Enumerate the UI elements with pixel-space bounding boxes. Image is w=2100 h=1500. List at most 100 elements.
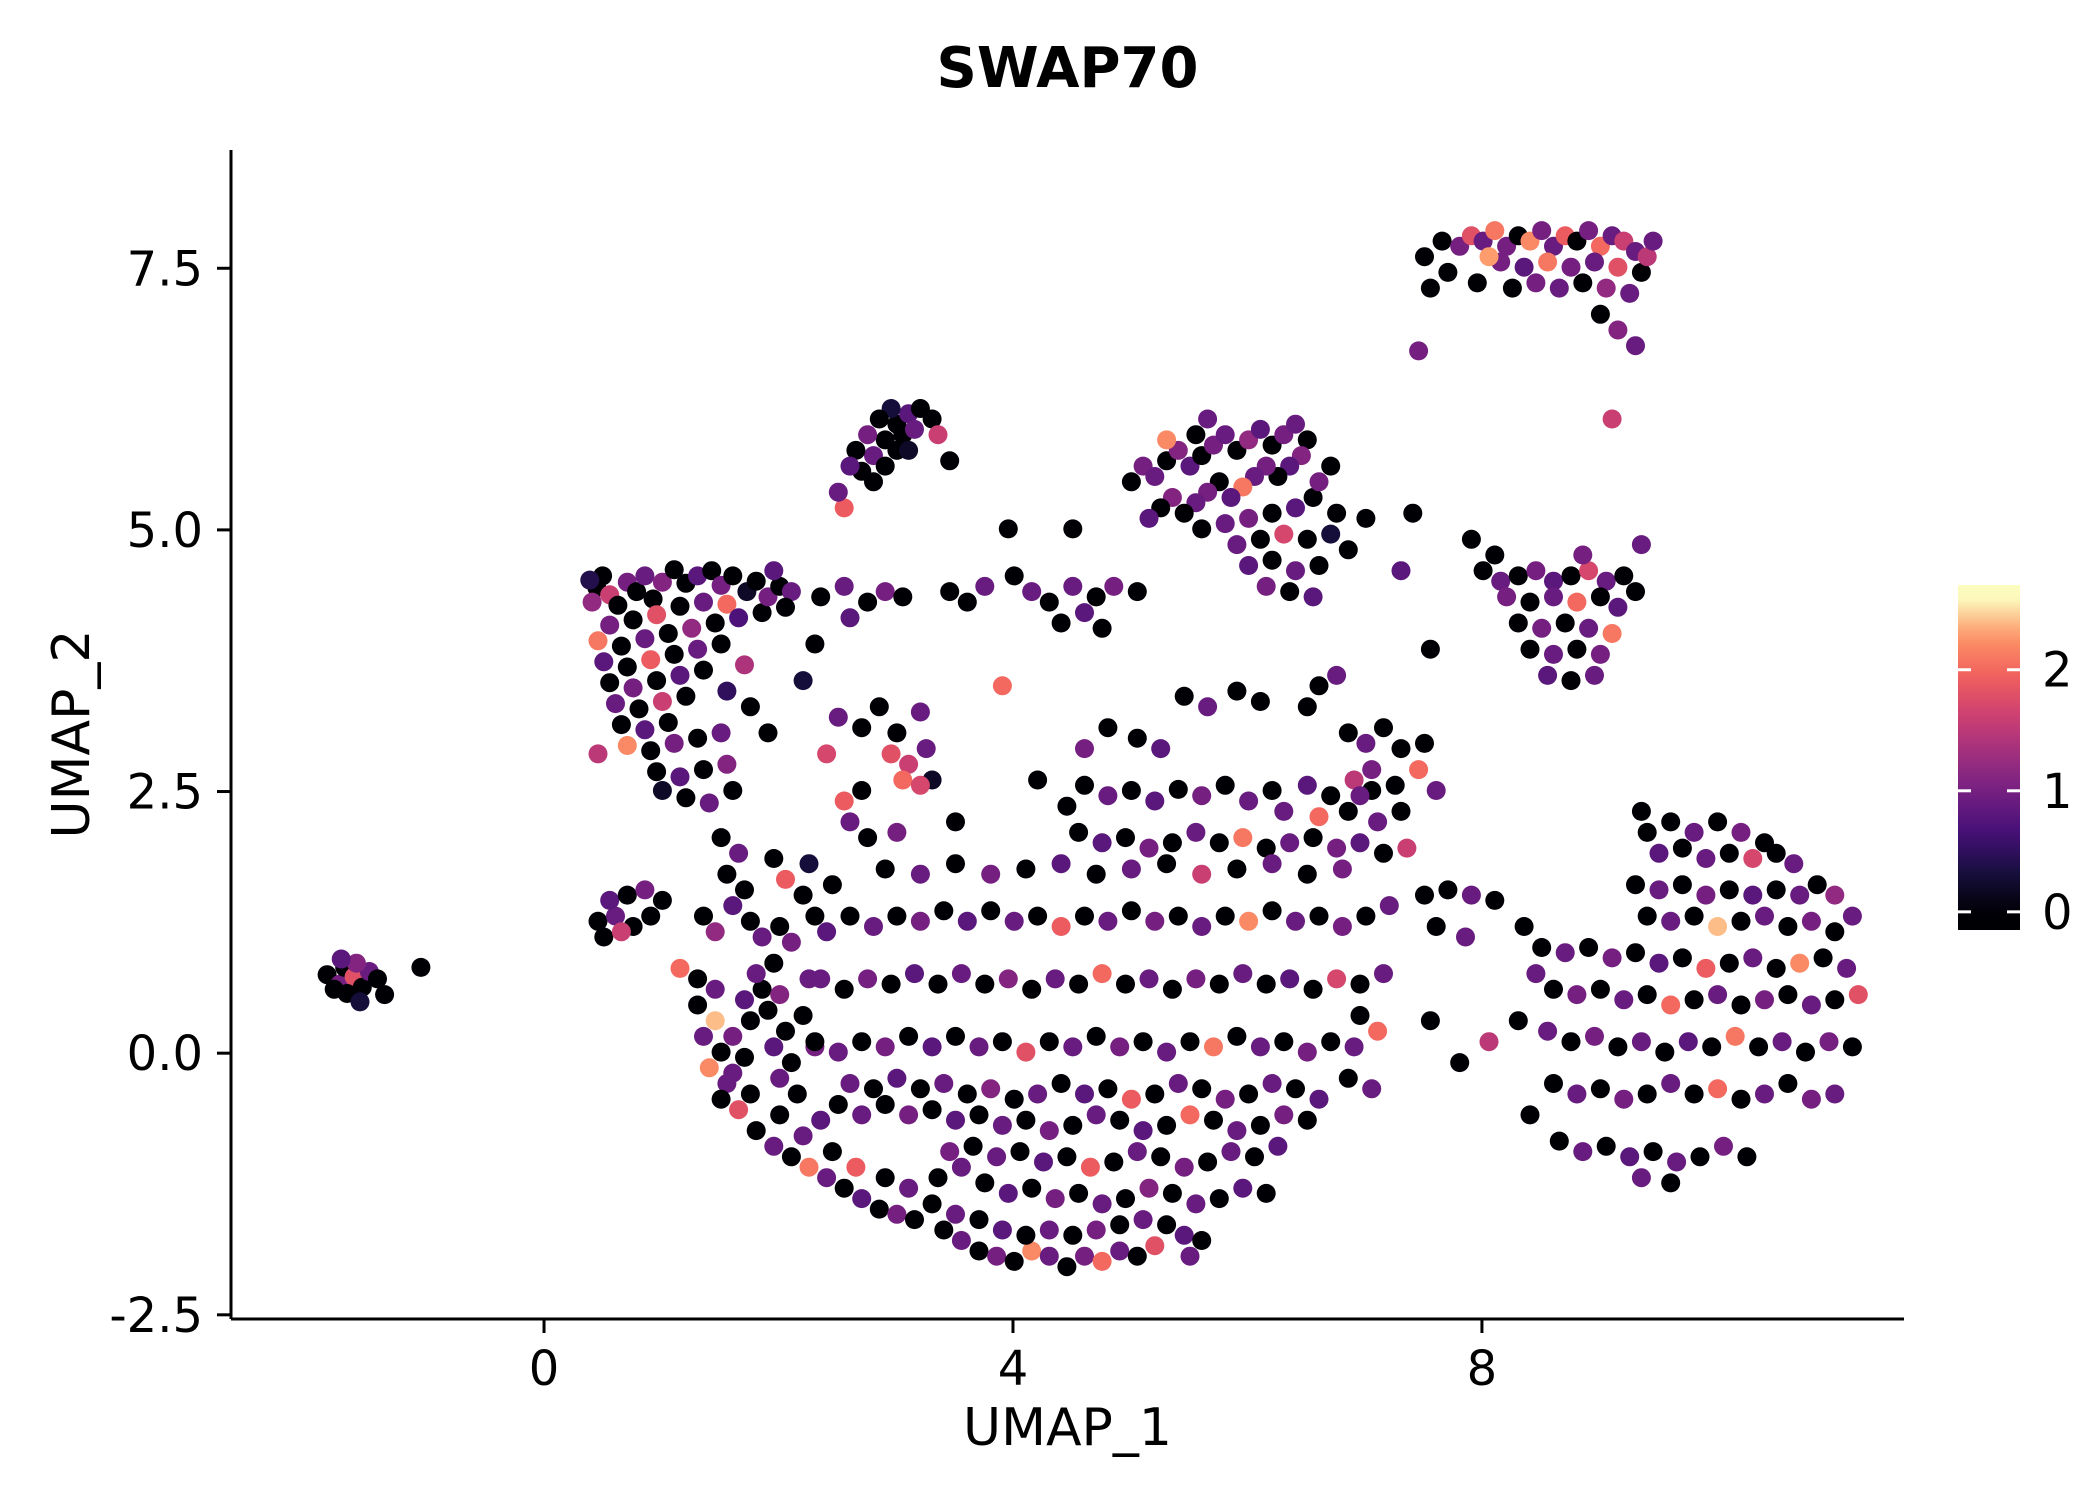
data-point <box>635 566 655 586</box>
data-point <box>705 1011 725 1031</box>
data-point <box>1397 838 1417 858</box>
data-point <box>1338 723 1358 743</box>
data-point <box>963 1136 983 1156</box>
data-point <box>1690 1147 1710 1167</box>
data-point <box>1661 995 1681 1015</box>
data-point <box>752 979 772 999</box>
x-tick-label: 8 <box>1467 1341 1498 1397</box>
data-point <box>711 634 731 654</box>
data-point <box>1602 948 1622 968</box>
data-point <box>899 1105 919 1125</box>
data-point <box>1162 833 1182 853</box>
data-point <box>1672 838 1692 858</box>
data-point <box>1051 854 1071 874</box>
data-point <box>623 610 643 630</box>
y-tick-label: 2.5 <box>127 765 203 821</box>
data-point <box>368 969 387 989</box>
data-point <box>1297 430 1317 450</box>
data-point <box>910 911 930 931</box>
data-point <box>1766 880 1786 900</box>
data-point <box>764 1037 784 1057</box>
data-point <box>1684 1084 1704 1104</box>
data-point <box>1374 964 1393 984</box>
data-point <box>1116 974 1135 994</box>
data-point <box>1532 938 1552 957</box>
data-point <box>1110 1241 1130 1261</box>
data-point <box>992 1115 1012 1135</box>
data-point <box>1039 1220 1059 1240</box>
data-point <box>1842 1037 1862 1057</box>
data-point <box>1303 587 1323 607</box>
data-point <box>670 958 690 978</box>
data-point <box>1796 1042 1815 1062</box>
data-point <box>793 1126 813 1146</box>
data-point <box>1561 1032 1581 1052</box>
data-point <box>1678 1032 1698 1052</box>
data-point <box>817 922 837 942</box>
data-point <box>594 927 614 947</box>
data-point <box>852 1189 872 1209</box>
data-point <box>705 922 725 942</box>
data-point <box>1719 953 1739 973</box>
data-point <box>1473 561 1493 581</box>
data-point <box>864 472 883 492</box>
data-point <box>1262 1074 1282 1093</box>
data-point <box>1297 775 1317 795</box>
data-point <box>1338 1068 1358 1088</box>
data-point <box>1585 1026 1604 1046</box>
data-point <box>1485 221 1505 241</box>
data-point <box>1415 733 1434 753</box>
data-point <box>1708 917 1728 936</box>
data-point <box>1063 576 1083 596</box>
data-point <box>1461 529 1481 549</box>
data-point <box>1057 796 1077 816</box>
y-tick-label: 7.5 <box>127 241 203 297</box>
data-point <box>1508 566 1528 586</box>
data-point <box>1368 1021 1388 1041</box>
data-point <box>688 969 708 989</box>
data-point <box>1409 760 1429 780</box>
data-point <box>1256 838 1276 858</box>
data-point <box>899 440 919 460</box>
data-point <box>1239 791 1259 811</box>
data-point <box>1526 561 1546 581</box>
data-point <box>1051 613 1071 633</box>
data-point <box>834 979 854 999</box>
data-point <box>1309 556 1329 575</box>
data-point <box>1350 786 1370 806</box>
data-point <box>916 739 936 759</box>
data-point <box>793 885 813 905</box>
data-point <box>905 419 924 439</box>
data-point <box>869 697 889 717</box>
data-point <box>1755 906 1774 926</box>
data-point <box>934 1074 954 1093</box>
colorbar-tick-label: 1 <box>2042 764 2073 820</box>
data-point <box>1356 508 1376 528</box>
data-point <box>1356 733 1376 753</box>
data-point <box>1034 1152 1053 1172</box>
data-point <box>1321 786 1341 806</box>
data-point <box>969 1037 989 1057</box>
data-point <box>1620 1147 1640 1167</box>
data-point <box>1004 1089 1024 1109</box>
data-point <box>957 1084 977 1104</box>
data-point <box>1145 467 1165 486</box>
data-point <box>852 718 872 738</box>
data-point <box>1151 1147 1171 1167</box>
data-point <box>1520 639 1540 659</box>
data-point <box>1432 231 1452 251</box>
data-point <box>1631 535 1651 555</box>
data-point <box>1561 257 1581 277</box>
data-point <box>1110 1110 1130 1130</box>
data-point <box>1309 472 1329 492</box>
data-point <box>635 720 655 740</box>
data-point <box>957 592 977 612</box>
data-point <box>1520 1105 1540 1125</box>
data-point <box>1145 1084 1165 1104</box>
data-point <box>664 733 684 753</box>
data-point <box>694 906 713 926</box>
data-point <box>1637 1084 1657 1104</box>
data-point <box>1538 252 1558 272</box>
data-point <box>1508 613 1528 633</box>
data-point <box>834 791 854 811</box>
